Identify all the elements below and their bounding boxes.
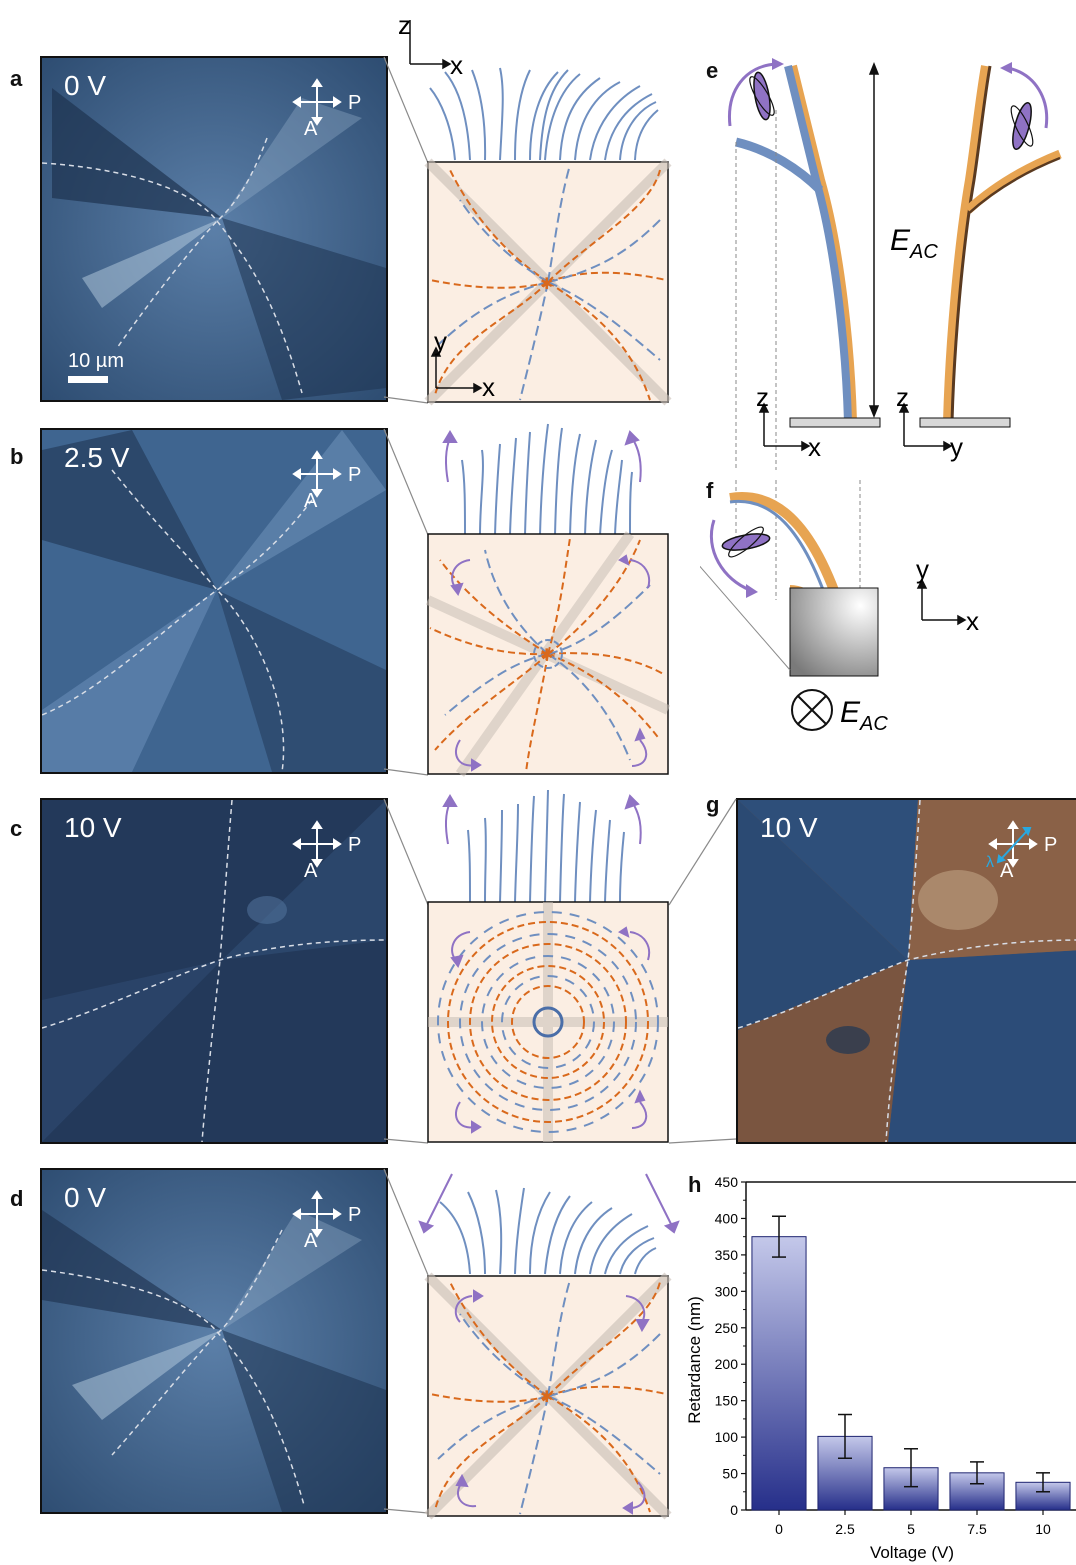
panel-label-h: h: [688, 1172, 702, 1197]
bar: [751, 1236, 807, 1511]
field-label-e: EAC: [890, 224, 938, 263]
x-tick-label: 0: [775, 1521, 783, 1537]
polarizer-p-label: P: [1044, 834, 1058, 856]
y-tick-label: 300: [715, 1283, 739, 1299]
y-tick-label: 0: [730, 1502, 738, 1518]
axis-label-x: x: [450, 50, 463, 80]
fiber-bundle-d: [439, 1187, 657, 1275]
voltage-label-b: 2.5 V: [64, 442, 130, 473]
x-tick-label: 5: [907, 1521, 915, 1537]
defect-core-a: ✱: [540, 276, 553, 293]
micrograph-b-image: [42, 430, 386, 772]
fiber-bending-diagram-e: EAC z x z y: [728, 58, 1062, 470]
axis-label-x: x: [808, 432, 821, 462]
micrograph-g: 10 V P A λ: [736, 798, 1076, 1144]
panel-label-a: a: [10, 66, 23, 91]
y-tick-label: 150: [715, 1393, 739, 1409]
polarizer-p-label: P: [348, 1204, 362, 1226]
schematic-d: ✱: [418, 1173, 680, 1520]
y-tick-label: 200: [715, 1356, 739, 1372]
polarizer-p-label: P: [348, 464, 362, 486]
scale-bar-label: 10 µm: [68, 350, 124, 372]
polarizer-indicator-a: P A: [288, 78, 378, 140]
y-axis-label: Retardance (nm): [685, 1296, 704, 1424]
retardance-bar-chart: 0 50 100 150 200 250 300 350 400 450 0 2.5 5 7.5 10 Re…: [685, 1174, 1076, 1562]
schematic-a: z x ✱ y x: [398, 10, 672, 406]
panel-label-e: e: [706, 58, 719, 83]
rotation-arrows-d: [454, 1289, 650, 1515]
fiber-xz-e: [734, 64, 857, 423]
y-tick-label: 450: [715, 1174, 739, 1190]
x-tick-label: 10: [1035, 1521, 1051, 1537]
micrograph-c-image: [42, 800, 386, 1142]
micrograph-b: 2.5 V P A: [40, 428, 388, 774]
y-tick-label: 350: [715, 1247, 739, 1263]
voltage-label-c: 10 V: [64, 812, 122, 843]
polarizer-p-label: P: [348, 92, 362, 114]
axis-label-x: x: [966, 606, 979, 636]
chart-bars: [751, 1215, 1071, 1511]
voltage-label-a: 0 V: [64, 70, 107, 101]
fiber-yz-e: [943, 65, 1062, 423]
axis-label-z: z: [896, 382, 909, 412]
axis-label-z: z: [398, 10, 411, 40]
axis-yx-a: [430, 346, 483, 394]
analyzer-a-label: A: [304, 1230, 318, 1252]
polarizer-indicator-b: P A: [288, 450, 378, 512]
voltage-label-d: 0 V: [64, 1182, 107, 1213]
panel-label-g: g: [706, 792, 720, 817]
polarizer-p-label: P: [348, 834, 362, 856]
x-tick-label: 2.5: [835, 1521, 855, 1537]
polarizer-indicator-d: P A: [288, 1190, 378, 1252]
fiber-bundle-b: [461, 423, 633, 536]
micrograph-a-image: [42, 58, 386, 400]
analyzer-a-label: A: [304, 860, 318, 882]
fiber-bundle-a: [429, 67, 659, 161]
lambda-plate-label: λ: [986, 854, 994, 871]
panel-label-f: f: [706, 478, 714, 503]
y-tick-label: 100: [715, 1429, 739, 1445]
axis-label-y: y: [916, 554, 929, 584]
y-tick-label: 50: [722, 1466, 738, 1482]
axis-label-y: y: [434, 326, 447, 356]
micrograph-a: 0 V P A 10 µm: [40, 56, 388, 402]
chart-ticks: 0 50 100 150 200 250 300 350 400 450 0 2.5 5 7.5 10: [715, 1174, 1051, 1537]
y-tick-label: 250: [715, 1320, 739, 1336]
panel-label-d: d: [10, 1186, 24, 1211]
micrograph-g-image: [738, 800, 1076, 1142]
panel-label-b: b: [10, 444, 24, 469]
field-extent-arrow: [868, 61, 880, 419]
rotation-arrows-b: [450, 554, 650, 772]
y-tick-label: 400: [715, 1210, 739, 1226]
analyzer-a-label: A: [304, 490, 318, 512]
polarizer-indicator-g: P A λ: [984, 820, 1074, 882]
x-tick-label: 7.5: [967, 1521, 987, 1537]
axis-label-y: y: [950, 432, 963, 462]
polarizer-indicator-c: P A: [288, 820, 378, 882]
axis-zx-top: [409, 20, 452, 70]
defect-core-b: ✱: [540, 647, 553, 664]
fiber-bundle-c: [467, 789, 625, 903]
defect-core-d: ✱: [540, 1389, 553, 1406]
scale-bar: [68, 376, 108, 383]
x-axis-label: Voltage (V): [870, 1543, 954, 1562]
schematic-b: ✱: [425, 423, 671, 777]
rotation-arrows-c: [450, 926, 650, 1134]
field-label-f: EAC: [840, 696, 888, 735]
micrograph-c: 10 V P A: [40, 798, 388, 1144]
axis-label-x: x: [482, 372, 495, 402]
axis-label-z: z: [756, 382, 769, 412]
field-into-page-icon: [791, 689, 833, 731]
analyzer-a-label: A: [1000, 860, 1014, 882]
micrograph-d-image: [42, 1170, 386, 1512]
analyzer-a-label: A: [304, 118, 318, 140]
schematic-c: [427, 789, 669, 1143]
fiber-bending-diagram-f: y x EAC: [700, 480, 979, 735]
micrograph-d: 0 V P A: [40, 1168, 388, 1514]
voltage-label-g: 10 V: [760, 812, 818, 843]
panel-label-c: c: [10, 816, 23, 841]
